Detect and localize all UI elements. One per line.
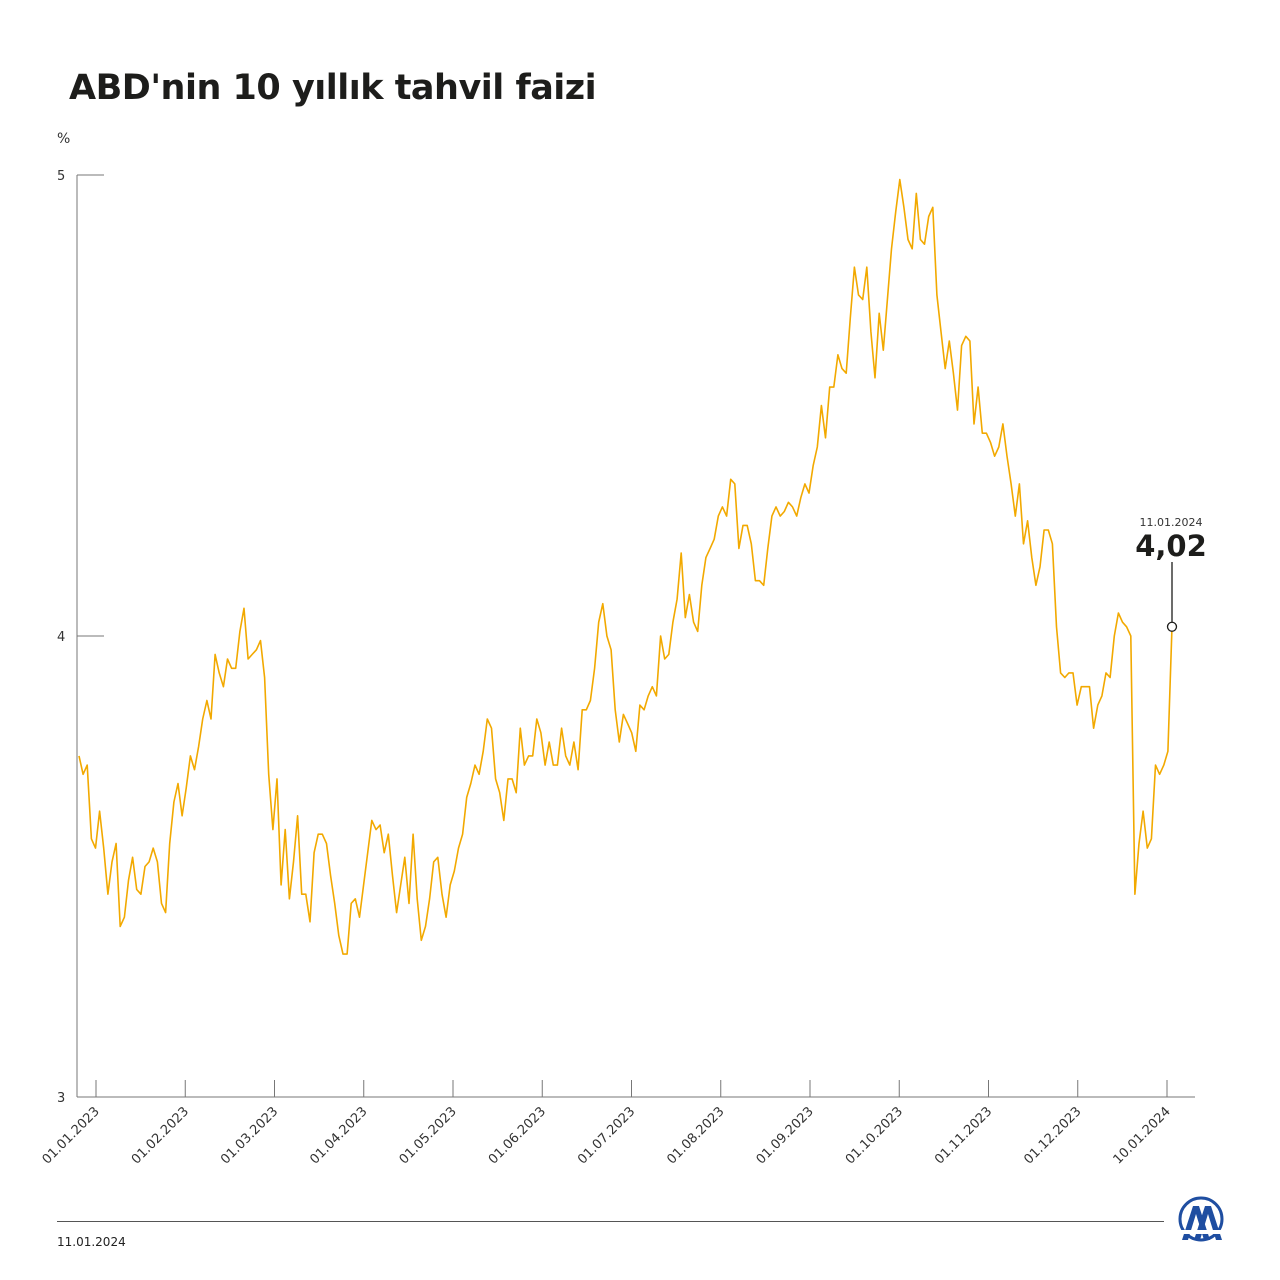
annotation-date: 11.01.2024 [1140, 516, 1203, 529]
x-tick-label: 01.09.2023 [754, 1104, 817, 1167]
x-tick-label: 01.10.2023 [843, 1104, 906, 1167]
footer-divider [57, 1221, 1164, 1222]
x-tick-label: 01.04.2023 [307, 1104, 370, 1167]
x-tick-label: 01.02.2023 [129, 1104, 192, 1167]
y-tick-label: 5 [57, 169, 65, 184]
y-axis-unit-label: % [57, 131, 70, 147]
annotation-value: 4,02 [1135, 529, 1207, 563]
x-tick-label: 01.05.2023 [397, 1104, 460, 1167]
series-line [78, 178, 1173, 955]
y-tick-label: 4 [57, 630, 65, 645]
y-tick-label: 3 [57, 1091, 65, 1106]
chart-title: ABD'nin 10 yıllık tahvil faizi [69, 68, 597, 108]
annotation-marker [1166, 621, 1178, 632]
x-tick-label: 10.01.2024 [1111, 1104, 1174, 1167]
x-tick-label: 01.12.2023 [1021, 1104, 1084, 1167]
x-tick-label: 01.07.2023 [575, 1104, 638, 1167]
aa-logo-icon [1178, 1196, 1224, 1242]
x-tick-label: 01.01.2023 [40, 1104, 103, 1167]
x-tick-label: 01.08.2023 [664, 1104, 727, 1167]
x-tick-label: 01.03.2023 [218, 1104, 281, 1167]
footer-date: 11.01.2024 [57, 1235, 126, 1249]
x-tick-label: 01.06.2023 [486, 1104, 549, 1167]
x-tick-label: 01.11.2023 [932, 1104, 995, 1167]
